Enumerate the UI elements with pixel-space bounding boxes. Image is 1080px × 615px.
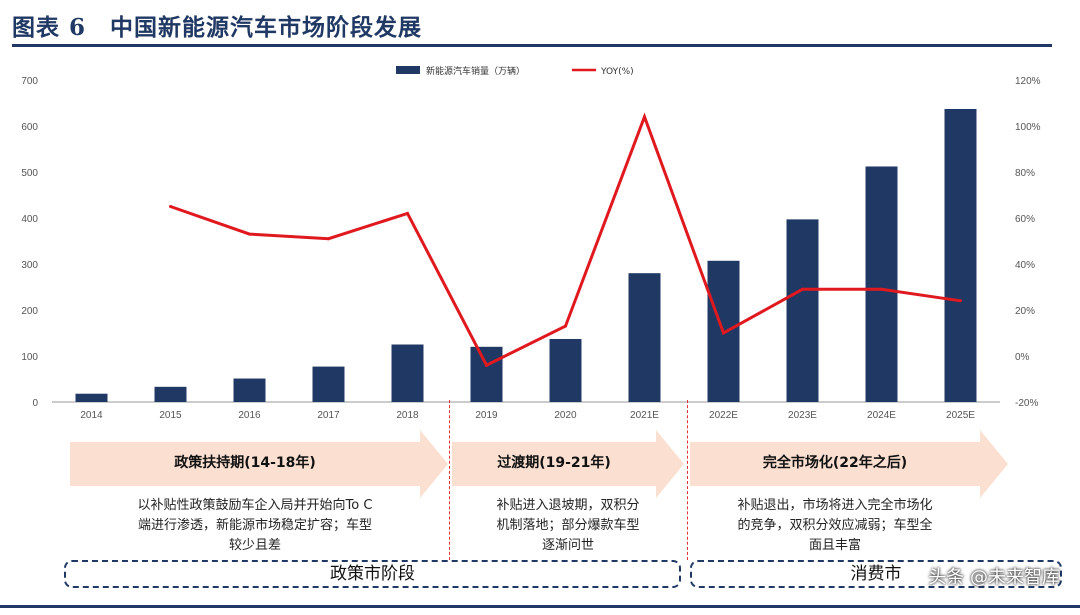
sales-yoy-chart: 0 100 200 300 400 500 600 700 -20% 0% 20% 40% 60% 80%…	[21, 65, 1041, 421]
x-tick-label: 2023E	[788, 410, 817, 421]
yoy-point-2024E	[880, 287, 883, 291]
y-right-tick-label: 120%	[1015, 76, 1041, 87]
phase-arrow-shape-1	[70, 430, 448, 498]
watermark: 头条 @未来智库	[928, 567, 1060, 588]
y-left-tick-label: 700	[21, 76, 38, 87]
bar-2025E	[944, 108, 977, 403]
figure-title: 图表 6 中国新能源汽车市场阶段发展	[12, 14, 423, 41]
stage-box-policy: 政策市阶段	[64, 560, 681, 588]
phase-desc-1: 以补贴性政策鼓励车企入局并开始向To C 端进行渗透，新能源市场稳定扩容；车型 …	[70, 496, 440, 556]
bar-2020	[549, 338, 582, 402]
x-tick-label: 2016	[238, 410, 261, 421]
yoy-point-2023E	[801, 287, 804, 291]
y-left-tick-label: 400	[21, 214, 38, 225]
bar-2017	[312, 366, 345, 402]
title-rule	[12, 44, 1052, 47]
y-right-tick-label: 20%	[1015, 306, 1035, 317]
phase-arrow-1: 政策扶持期(14-18年)	[70, 430, 448, 498]
y-left-tick-label: 500	[21, 168, 38, 179]
phase-desc-3-line-1: 补贴退出，市场将进入完全市场化	[737, 498, 933, 513]
phase-arrow-shape-2	[452, 430, 684, 498]
phase-desc-1-line-2: 端进行渗透，新能源市场稳定扩容；车型	[137, 518, 372, 533]
x-tick-label: 2019	[475, 410, 498, 421]
x-tick-label: 2020	[554, 410, 577, 421]
x-tick-label: 2015	[159, 410, 182, 421]
yoy-point-2015	[169, 205, 172, 208]
x-tick-label: 2025E	[946, 410, 975, 421]
bar-2016	[233, 378, 266, 402]
y-right-tick-label: -20%	[1015, 398, 1038, 409]
stage-label-policy: 政策市阶段	[330, 564, 415, 584]
y-right-tick-label: 100%	[1015, 122, 1041, 133]
yoy-point-2022E	[722, 331, 725, 335]
yoy-line	[170, 112, 961, 368]
bar-2018	[391, 344, 424, 402]
legend-label-yoy: YOY(%)	[600, 67, 634, 77]
phase-desc-3: 补贴退出，市场将进入完全市场化 的竞争，双积分效应减弱；车型全 面且丰富	[690, 496, 980, 556]
x-tick-label: 2018	[396, 410, 419, 421]
phase-label-3: 完全市场化(22年之后)	[762, 455, 908, 471]
bar-2015	[154, 386, 187, 402]
y-right-tick-label: 60%	[1015, 214, 1035, 225]
x-tick-label: 2017	[317, 410, 340, 421]
phase-label-1: 政策扶持期(14-18年)	[174, 455, 316, 471]
legend-label-sales: 新能源汽车销量（万辆）	[426, 65, 525, 77]
y-left-tick-label: 200	[21, 306, 38, 317]
bar-2021E	[628, 273, 661, 402]
yoy-point-2016	[248, 232, 251, 236]
phase-label-2: 过渡期(19-21年)	[497, 455, 611, 471]
phase-desc-2: 补贴进入退坡期，双积分 机制落地；部分爆款车型 逐渐问世	[452, 496, 684, 556]
yoy-point-2021E	[643, 115, 646, 119]
y-left-tick-label: 300	[21, 260, 38, 271]
y-left-tick-label: 600	[21, 122, 38, 133]
phase-arrow-shape-3	[690, 430, 1008, 498]
yoy-point-2019	[485, 363, 488, 367]
x-tick-label: 2014	[80, 410, 103, 421]
stage-box-consumer: 消费市	[690, 560, 1062, 588]
yoy-point-2017	[327, 237, 330, 241]
x-tick-label: 2021E	[630, 410, 659, 421]
phase-desc-3-line-3: 面且丰富	[808, 538, 861, 553]
yoy-point-2025E	[959, 299, 962, 303]
bar-2014	[75, 393, 108, 402]
phase-arrow-2: 过渡期(19-21年)	[452, 430, 684, 498]
phase-desc-3-line-2: 的竞争，双积分效应减弱；车型全	[737, 518, 933, 533]
legend-swatch-sales	[396, 66, 420, 74]
phase-arrow-3: 完全市场化(22年之后)	[690, 430, 1008, 498]
phase-desc-2-line-2: 机制落地；部分爆款车型	[496, 518, 640, 533]
phase-desc-1-line-1: 以补贴性政策鼓励车企入局并开始向To C	[137, 498, 373, 513]
y-right-tick-label: 80%	[1015, 168, 1035, 179]
bar-2024E	[865, 166, 898, 402]
y-right-tick-label: 0%	[1015, 352, 1030, 363]
y-right-tick-label: 40%	[1015, 260, 1035, 271]
y-left-tick-label: 0	[32, 398, 38, 409]
footer-rule	[0, 605, 1080, 608]
phase-desc-2-line-3: 逐渐问世	[541, 538, 594, 553]
x-tick-label: 2024E	[867, 410, 896, 421]
phase-divider-2	[687, 400, 688, 560]
yoy-point-2020	[564, 324, 567, 328]
stage-label-consumer: 消费市	[850, 564, 902, 584]
phase-desc-2-line-1: 补贴进入退坡期，双积分	[496, 498, 640, 513]
x-tick-label: 2022E	[709, 410, 738, 421]
bar-2019	[470, 346, 503, 402]
phase-desc-1-line-3: 较少且差	[228, 538, 281, 553]
yoy-point-2018	[406, 211, 409, 215]
phase-divider-1	[449, 400, 450, 560]
bar-2023E	[786, 219, 819, 402]
y-left-tick-label: 100	[21, 352, 38, 363]
